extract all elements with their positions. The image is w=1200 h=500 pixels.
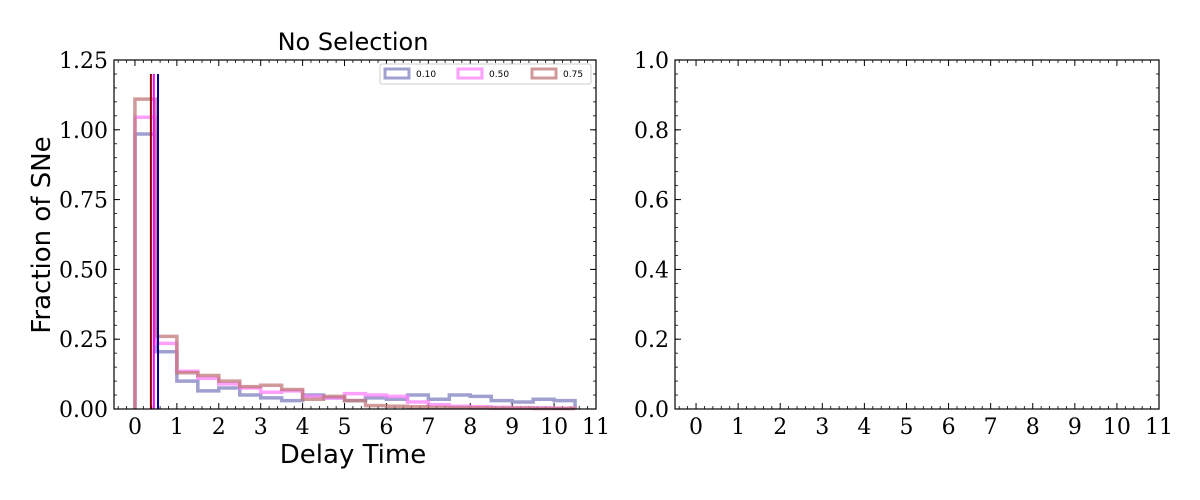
x-tick-label: 8 (1026, 415, 1040, 440)
x-tick-label: 6 (379, 415, 393, 440)
x-tick-label: 1 (731, 415, 745, 440)
left-panel: No Selection Delay Time Fraction of SNe … (27, 28, 610, 470)
y-axis-label: Fraction of SNe (27, 136, 57, 333)
x-tick-label: 1 (170, 415, 184, 440)
x-tick-label: 0 (128, 415, 142, 440)
legend: 0.10 0.50 0.75 (379, 63, 592, 85)
y-tick-label: 0.8 (634, 119, 669, 144)
x-tick-label: 6 (942, 415, 956, 440)
legend-box (379, 63, 592, 85)
y-tick-label: 0.2 (634, 328, 669, 353)
y-tick-label: 1.25 (59, 49, 108, 74)
x-tick-label: 4 (296, 415, 310, 440)
legend-swatch-0.75 (530, 67, 558, 80)
x-tick-label: 3 (254, 415, 268, 440)
x-tick-label: 10 (1103, 415, 1131, 440)
x-tick-label: 11 (1145, 415, 1173, 440)
x-axis-label: Delay Time (280, 440, 426, 470)
left-axes-frame (113, 59, 597, 410)
x-tick-label: 2 (773, 415, 787, 440)
legend-swatch-0.10 (383, 67, 411, 80)
legend-label-0.10: 0.10 (416, 70, 436, 80)
y-tick-label: 0.75 (59, 189, 108, 214)
right-axes-frame (674, 59, 1160, 410)
y-tick-label: 0.50 (59, 258, 108, 283)
x-tick-label: 8 (463, 415, 477, 440)
right-panel: 0 1 2 3 4 5 6 7 8 9 10 11 0.0 0.2 0.4 0.6 0.8 1.0 (634, 49, 1173, 440)
histogram-series-0.10 (133, 132, 577, 409)
x-tick-label: 9 (505, 415, 519, 440)
y-tick-label: 0.6 (634, 189, 669, 214)
x-tick-label: 4 (857, 415, 871, 440)
histogram-series-0.75 (133, 97, 577, 411)
x-tick-label: 11 (582, 415, 610, 440)
legend-label-0.50: 0.50 (489, 70, 509, 80)
x-tick-label: 5 (899, 415, 913, 440)
y-tick-label: 0.0 (634, 398, 669, 423)
y-tick-label: 1.0 (634, 49, 669, 74)
x-tick-label: 10 (540, 415, 568, 440)
y-tick-label: 0.00 (59, 398, 108, 423)
right-plot-area: 0 1 2 3 4 5 6 7 8 9 10 11 0.0 0.2 0.4 0.6 0.8 1.0 (634, 49, 1173, 440)
legend-label-0.75: 0.75 (563, 70, 583, 80)
x-tick-label: 3 (815, 415, 829, 440)
histogram-series-0.50 (133, 115, 577, 410)
y-tick-label: 1.00 (59, 119, 108, 144)
y-tick-label: 0.4 (634, 258, 669, 283)
x-tick-label: 0 (689, 415, 703, 440)
x-tick-label: 7 (421, 415, 435, 440)
y-tick-label: 0.25 (59, 328, 108, 353)
legend-swatch-0.50 (456, 67, 484, 80)
x-tick-label: 5 (338, 415, 352, 440)
x-tick-label: 7 (984, 415, 998, 440)
x-tick-label: 9 (1068, 415, 1082, 440)
chart-title: No Selection (278, 28, 429, 56)
left-plot-area: 0 1 2 3 4 5 6 7 8 9 10 11 0.00 0.25 0.50 0.75 1.00 1.25 (59, 49, 610, 440)
x-tick-label: 2 (212, 415, 226, 440)
